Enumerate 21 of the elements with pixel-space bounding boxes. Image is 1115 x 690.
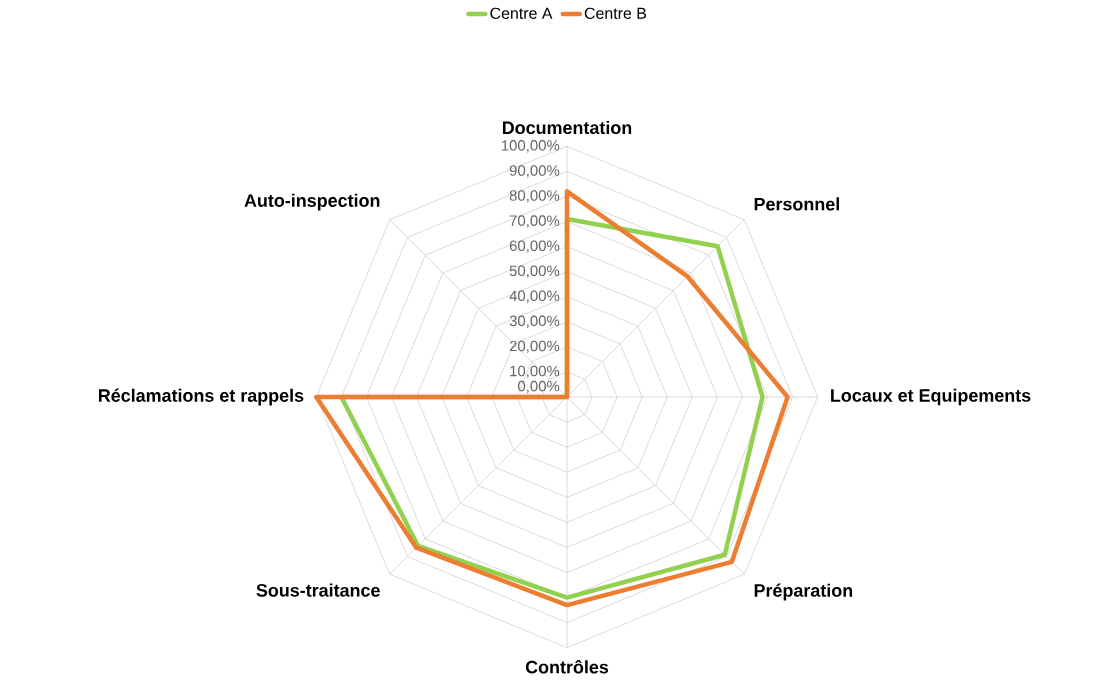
spoke-label: Personnel (754, 197, 839, 211)
y-tick-label: 80,00% (509, 190, 560, 203)
y-tick-label: 0,00% (518, 380, 560, 394)
y-tick-label: 100,00% (501, 140, 560, 153)
legend-label: Centre B (584, 7, 647, 19)
y-tick-label: 50,00% (509, 265, 560, 278)
y-tick-label: 20,00% (509, 340, 560, 354)
spoke-label: Réclamations et rappels (98, 388, 304, 406)
y-tick-label: 10,00% (510, 365, 560, 379)
y-tick-label: 70,00% (509, 215, 560, 228)
spoke-label: Contrôles (525, 659, 609, 674)
y-tick-label: 90,00% (509, 165, 560, 178)
y-tick-label: 60,00% (509, 240, 560, 253)
y-tick-label: 30,00% (509, 315, 560, 328)
legend-label: Centre A (490, 7, 553, 19)
spoke-label: Auto-inspection (244, 193, 380, 211)
spoke-label: Documentation (502, 120, 632, 135)
spoke-label: Locaux et Equipements (831, 388, 1031, 406)
y-tick-label: 40,00% (509, 290, 560, 303)
spoke-label: Sous-traitance (256, 583, 380, 597)
spoke-label: Préparation (754, 583, 853, 601)
